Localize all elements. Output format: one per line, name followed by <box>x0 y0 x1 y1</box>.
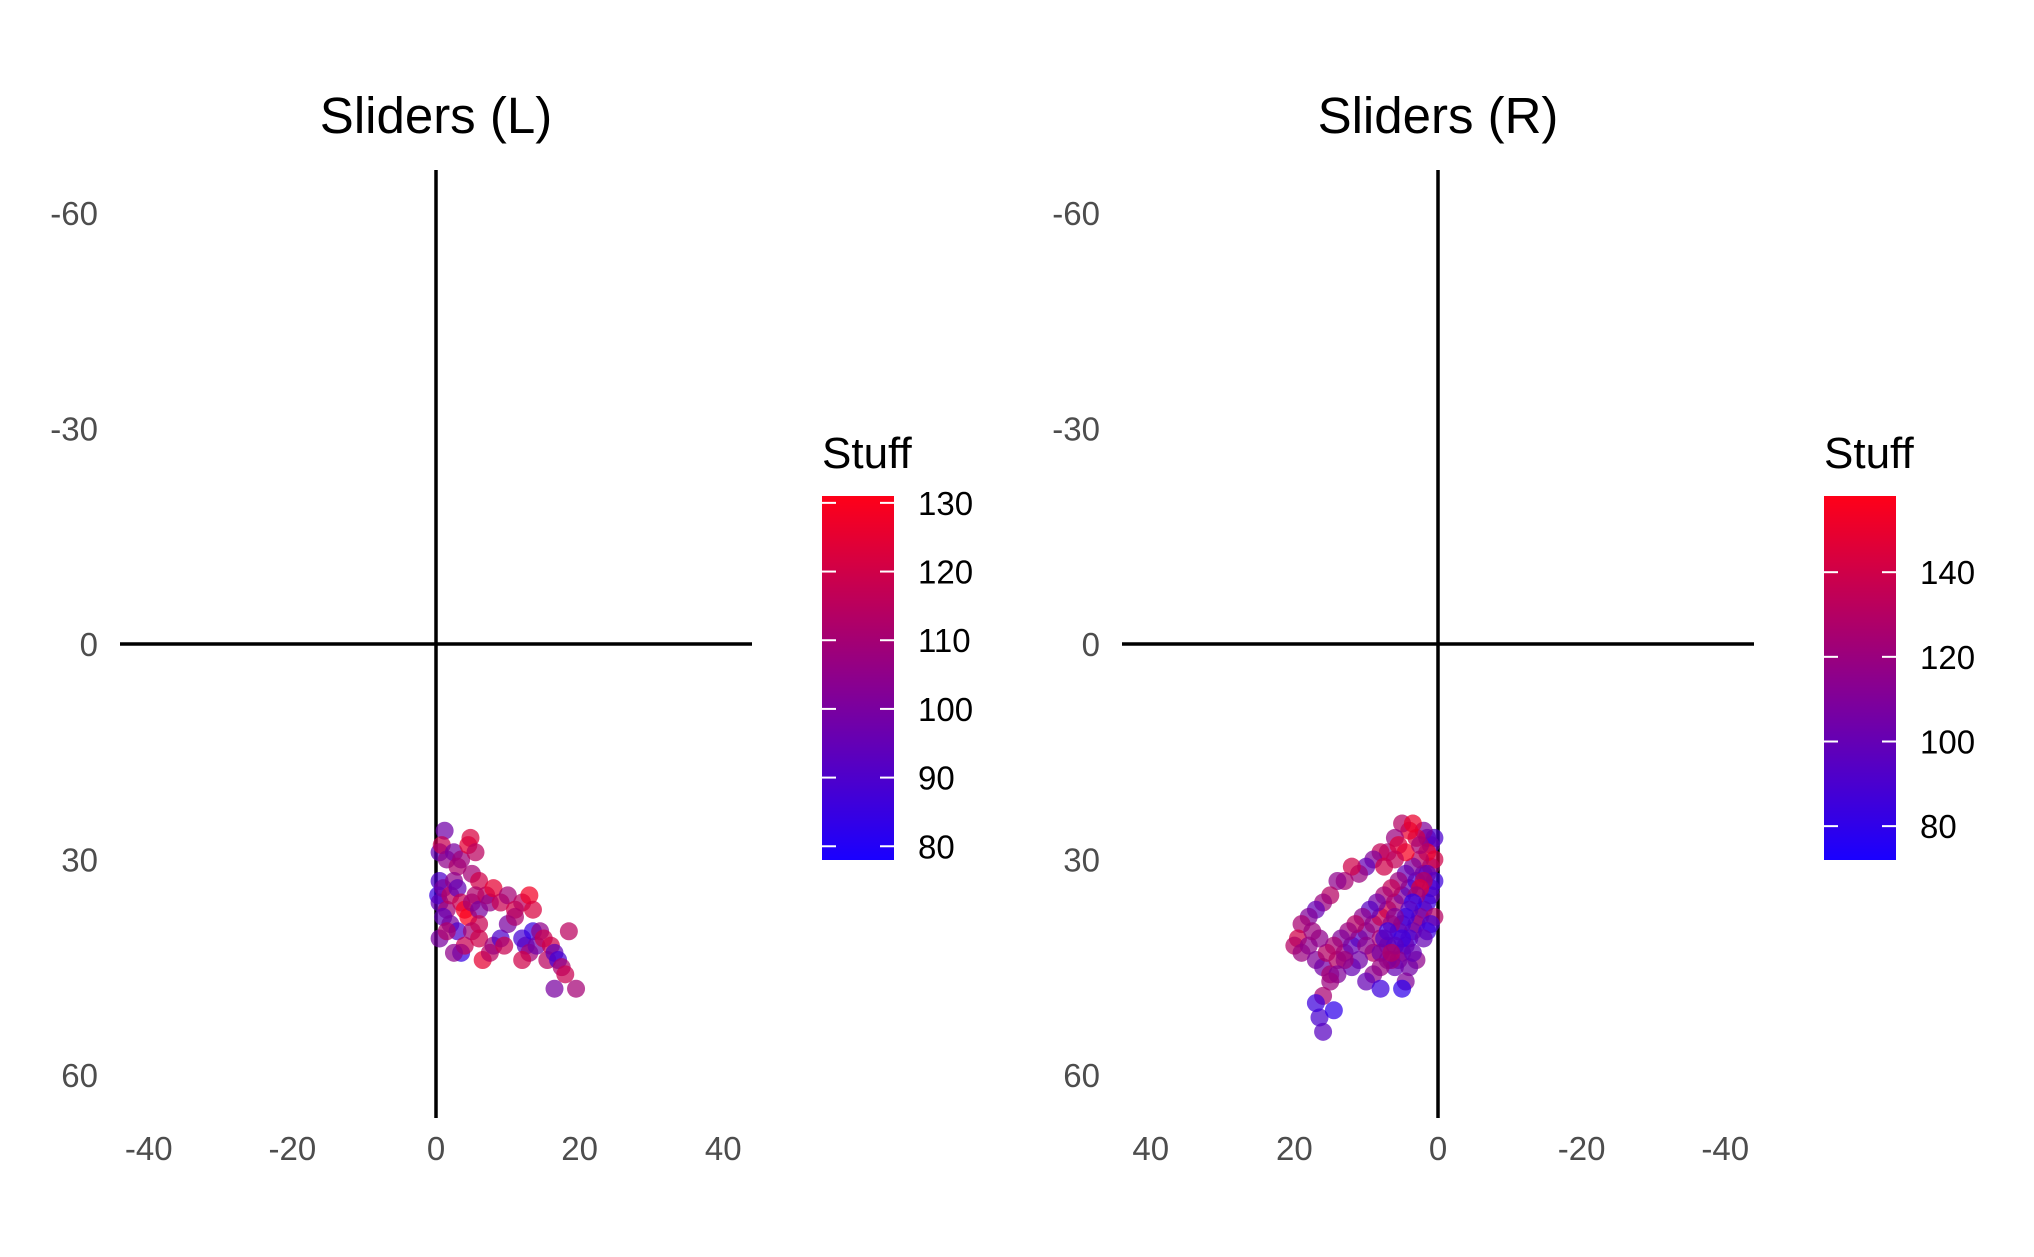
data-point <box>1357 972 1376 991</box>
data-point <box>1414 929 1433 948</box>
x-tick-label: -20 <box>269 1130 317 1167</box>
data-point <box>1324 1001 1343 1020</box>
chart-title: Sliders (R) <box>1318 87 1559 144</box>
data-point <box>1335 951 1354 969</box>
data-point <box>556 965 575 984</box>
data-point <box>1371 979 1390 998</box>
y-tick-label: -60 <box>1052 195 1100 232</box>
x-tick-label: 20 <box>561 1130 598 1167</box>
y-tick-label: 0 <box>1082 626 1100 663</box>
data-point <box>1403 943 1422 962</box>
x-tick-label: 0 <box>427 1130 445 1167</box>
data-point <box>495 936 514 955</box>
x-tick-label: 0 <box>1429 1130 1447 1167</box>
data-point <box>1393 979 1412 998</box>
data-point <box>1389 836 1408 855</box>
y-tick-label: 0 <box>80 626 98 663</box>
data-point <box>1400 958 1419 977</box>
data-point <box>545 979 564 998</box>
data-point <box>1411 836 1430 855</box>
colorbar-label: 110 <box>918 622 971 659</box>
colorbar-label: 90 <box>918 760 955 797</box>
x-tick-label: -40 <box>1701 1130 1749 1167</box>
data-point <box>461 828 480 847</box>
y-tick-label: 60 <box>61 1057 98 1094</box>
colorbar-label: 130 <box>918 485 973 522</box>
chart-panel-2: Sliders (R) 40 20 0 -20 -40 -60 -30 0 30 60 Stuff 80… <box>1052 87 1975 1167</box>
data-point <box>1357 936 1376 955</box>
data-point <box>567 979 586 998</box>
data-point <box>484 879 503 898</box>
chart-panel-1: Sliders (L) -40 -20 0 20 40 -60 -30 0 30 60 Stuff 80… <box>50 87 973 1167</box>
y-tick-label: -30 <box>1052 411 1100 448</box>
colorbar <box>1824 496 1896 860</box>
data-point <box>1314 1022 1333 1041</box>
data-point <box>470 929 489 948</box>
colorbar-label: 120 <box>918 554 973 591</box>
data-point <box>1306 994 1325 1013</box>
data-point <box>435 821 454 840</box>
data-point <box>1310 1008 1329 1027</box>
colorbar-label: 140 <box>1920 554 1975 591</box>
colorbar-label: 80 <box>1920 808 1957 845</box>
y-tick-label: -30 <box>50 411 98 448</box>
y-tick-label: 60 <box>1063 1057 1100 1094</box>
data-point <box>1342 857 1361 876</box>
data-point <box>470 872 489 890</box>
data-point <box>466 843 485 862</box>
data-point <box>437 922 456 941</box>
data-point <box>444 943 463 962</box>
data-point <box>520 886 539 905</box>
data-point <box>523 900 542 919</box>
x-tick-label: 40 <box>705 1130 742 1167</box>
data-point <box>513 951 532 969</box>
data-point <box>470 915 489 934</box>
chart-title: Sliders (L) <box>320 87 552 144</box>
legend-title: Stuff <box>822 429 912 478</box>
x-tick-label: 40 <box>1132 1130 1169 1167</box>
x-tick-label: -20 <box>1558 1130 1606 1167</box>
colorbar-label: 100 <box>1920 723 1975 760</box>
colorbar <box>822 496 894 860</box>
data-point <box>448 879 467 898</box>
data-point <box>559 922 578 941</box>
data-point <box>1328 872 1347 890</box>
legend-title: Stuff <box>1824 429 1914 478</box>
x-tick-label: 20 <box>1276 1130 1313 1167</box>
x-tick-label: -40 <box>125 1130 173 1167</box>
data-point <box>506 907 524 926</box>
y-tick-label: -60 <box>50 195 98 232</box>
colorbar-label: 80 <box>918 828 955 865</box>
colorbar-label: 120 <box>1920 639 1975 676</box>
data-point <box>452 850 471 869</box>
data-point <box>1385 850 1404 869</box>
data-point <box>1303 922 1322 941</box>
data-point <box>1321 972 1340 991</box>
y-tick-label: 30 <box>1063 841 1100 878</box>
y-tick-label: 30 <box>61 841 98 878</box>
colorbar-label: 100 <box>918 691 973 728</box>
data-point <box>1403 814 1422 833</box>
data-point <box>1317 943 1336 962</box>
data-point <box>498 886 517 905</box>
data-point <box>1382 943 1401 962</box>
